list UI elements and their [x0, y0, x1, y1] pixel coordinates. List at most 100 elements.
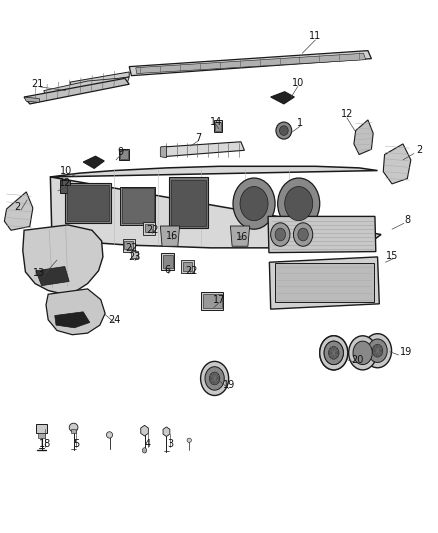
Polygon shape	[55, 312, 90, 328]
Polygon shape	[24, 97, 39, 102]
Ellipse shape	[320, 336, 348, 370]
Text: 15: 15	[386, 251, 399, 261]
Ellipse shape	[353, 341, 372, 365]
Text: 17: 17	[213, 295, 225, 304]
Polygon shape	[354, 120, 373, 155]
Ellipse shape	[320, 336, 348, 370]
Text: 12: 12	[59, 179, 71, 188]
Text: 16: 16	[166, 231, 178, 240]
Bar	[203, 294, 222, 308]
Ellipse shape	[205, 367, 224, 390]
Text: 7: 7	[195, 133, 201, 142]
Text: 1: 1	[297, 118, 303, 127]
Bar	[120, 187, 155, 225]
Polygon shape	[383, 144, 411, 184]
Text: 4: 4	[145, 439, 151, 449]
Text: 11: 11	[309, 31, 321, 41]
Polygon shape	[161, 142, 244, 157]
Text: 23: 23	[129, 253, 141, 262]
Bar	[36, 424, 47, 433]
Text: 2: 2	[14, 202, 21, 212]
Bar	[169, 177, 208, 228]
Bar	[143, 222, 155, 235]
Bar	[215, 122, 221, 131]
Text: 20: 20	[351, 355, 364, 365]
Text: 9: 9	[117, 147, 124, 157]
Polygon shape	[129, 51, 371, 76]
Ellipse shape	[324, 341, 343, 365]
Text: 10: 10	[60, 166, 73, 175]
Text: 13: 13	[33, 269, 46, 278]
Text: 21: 21	[31, 79, 43, 88]
Polygon shape	[141, 425, 148, 436]
Bar	[65, 183, 111, 223]
Ellipse shape	[324, 341, 343, 365]
Bar	[163, 255, 173, 268]
Polygon shape	[23, 225, 103, 294]
Text: 8: 8	[404, 215, 410, 225]
Bar	[71, 429, 76, 433]
Polygon shape	[4, 192, 33, 230]
Bar	[124, 241, 133, 249]
Ellipse shape	[279, 126, 288, 135]
Polygon shape	[70, 72, 129, 87]
Polygon shape	[271, 92, 294, 104]
Ellipse shape	[278, 178, 320, 229]
Bar	[131, 251, 138, 258]
Bar	[214, 120, 222, 132]
Ellipse shape	[328, 346, 339, 359]
Text: 3: 3	[167, 439, 173, 449]
Text: 10: 10	[292, 78, 304, 87]
Polygon shape	[83, 156, 104, 168]
Bar	[67, 185, 109, 221]
Bar	[181, 260, 194, 273]
Bar	[145, 224, 153, 232]
Polygon shape	[230, 226, 250, 246]
Ellipse shape	[293, 223, 313, 246]
Bar	[120, 150, 128, 159]
Ellipse shape	[271, 223, 290, 246]
Ellipse shape	[276, 122, 292, 139]
Polygon shape	[269, 257, 379, 309]
Text: 22: 22	[146, 225, 159, 235]
Polygon shape	[36, 266, 69, 286]
Ellipse shape	[372, 344, 383, 357]
Text: 22: 22	[185, 266, 198, 276]
Bar	[122, 188, 154, 223]
Bar	[119, 149, 129, 160]
Ellipse shape	[69, 423, 78, 432]
Bar	[60, 180, 70, 193]
Polygon shape	[50, 166, 381, 248]
Ellipse shape	[368, 339, 387, 362]
Text: 2: 2	[417, 146, 423, 155]
Ellipse shape	[201, 361, 229, 395]
Polygon shape	[160, 226, 180, 246]
Bar	[183, 262, 192, 271]
Polygon shape	[24, 78, 129, 104]
Text: 5: 5	[73, 439, 79, 449]
Text: 12: 12	[341, 109, 353, 119]
Bar	[201, 292, 223, 310]
Text: 14: 14	[210, 117, 222, 126]
Polygon shape	[136, 53, 366, 74]
Ellipse shape	[364, 334, 392, 368]
Ellipse shape	[233, 178, 275, 229]
Ellipse shape	[298, 228, 308, 241]
Text: 6: 6	[165, 265, 171, 275]
Ellipse shape	[142, 448, 147, 453]
Ellipse shape	[349, 336, 377, 370]
Text: 24: 24	[109, 315, 121, 325]
Bar	[38, 433, 45, 438]
Text: 16: 16	[236, 232, 248, 241]
Ellipse shape	[275, 228, 286, 241]
Bar	[161, 253, 174, 270]
Text: 19: 19	[399, 347, 412, 357]
Polygon shape	[44, 77, 129, 97]
Text: 18: 18	[39, 439, 51, 449]
Ellipse shape	[240, 187, 268, 221]
Polygon shape	[268, 216, 376, 253]
Ellipse shape	[187, 438, 191, 442]
Bar	[275, 263, 374, 302]
Text: 19: 19	[223, 381, 235, 390]
Polygon shape	[160, 146, 166, 158]
